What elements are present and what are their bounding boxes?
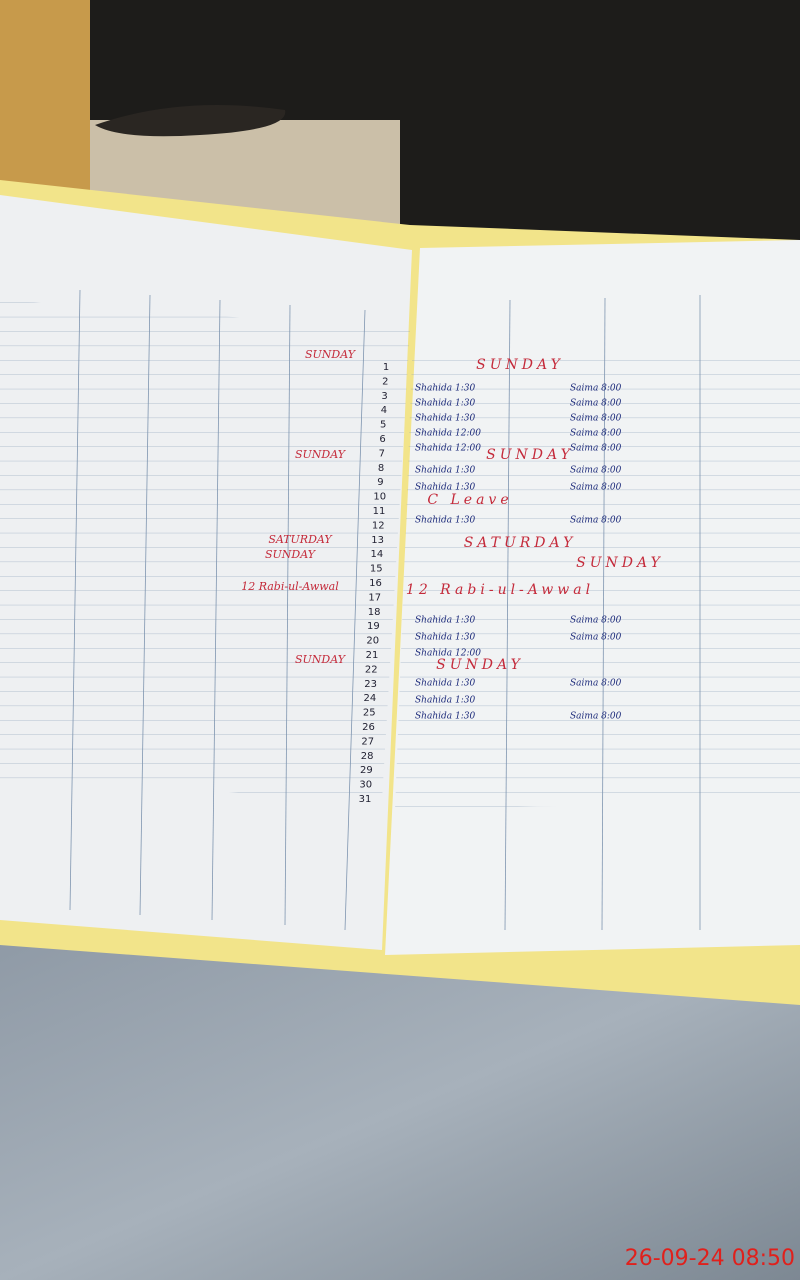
row-number: 25 <box>363 708 376 719</box>
row-number: 20 <box>366 636 379 647</box>
holiday-note: SUNDAY <box>436 657 524 673</box>
attendance-entry: Saima 8:00 <box>570 384 622 394</box>
attendance-entry: Shahida 1:30 <box>415 516 475 526</box>
row-number: 10 <box>373 492 386 503</box>
attendance-entry: Shahida 12:00 <box>415 429 481 439</box>
attendance-entry: Shahida 1:30 <box>415 679 475 689</box>
attendance-entry: Saima 8:00 <box>570 712 622 722</box>
row-number: 27 <box>361 736 374 747</box>
attendance-entry: Saima 8:00 <box>570 516 622 526</box>
holiday-note: SUNDAY <box>295 653 347 666</box>
attendance-entry: Saima 8:00 <box>570 483 622 493</box>
attendance-entry: Shahida 1:30 <box>415 633 475 643</box>
row-number: 3 <box>381 391 387 402</box>
attendance-entry: Shahida 1:30 <box>415 466 475 476</box>
timestamp: 26-09-24 08:50 <box>625 1246 795 1271</box>
attendance-entry: Shahida 1:30 <box>415 384 475 394</box>
row-number: 18 <box>368 607 381 618</box>
attendance-entry: Shahida 1:30 <box>415 483 475 493</box>
attendance-entry: Saima 8:00 <box>570 466 622 476</box>
sandal <box>95 105 286 137</box>
row-number: 29 <box>360 765 373 776</box>
holiday-note: SUNDAY <box>476 357 564 373</box>
row-number: 1 <box>383 362 389 373</box>
attendance-entry: Saima 8:00 <box>570 429 622 439</box>
row-number: 21 <box>366 650 379 661</box>
holiday-note: SUNDAY <box>486 447 574 463</box>
holiday-note: SATURDAY <box>268 533 333 546</box>
holiday-note: SUNDAY <box>295 448 347 461</box>
row-number: 9 <box>377 477 383 488</box>
attendance-entry: Shahida 1:30 <box>415 399 475 409</box>
row-number: 5 <box>380 420 386 431</box>
attendance-entry: Saima 8:00 <box>570 414 622 424</box>
row-number: 6 <box>379 434 385 445</box>
attendance-entry: Saima 8:00 <box>570 399 622 409</box>
attendance-entry: Saima 8:00 <box>570 616 622 626</box>
attendance-entry: Shahida 12:00 <box>415 649 481 659</box>
attendance-entry: Saima 8:00 <box>570 633 622 643</box>
row-number: 24 <box>364 693 377 704</box>
holiday-note: C Leave <box>427 492 512 508</box>
holiday-note: SUNDAY <box>305 348 357 361</box>
row-number: 14 <box>371 549 384 560</box>
row-number: 17 <box>368 592 381 603</box>
attendance-entry: Saima 8:00 <box>570 444 622 454</box>
attendance-entry: Shahida 1:30 <box>415 696 475 706</box>
cloth <box>0 940 800 1280</box>
right-grid <box>395 355 800 810</box>
row-number: 12 <box>372 520 385 531</box>
row-number: 30 <box>359 780 372 791</box>
row-number: 19 <box>367 621 380 632</box>
holiday-note: SUNDAY <box>265 548 317 561</box>
row-number: 2 <box>382 376 388 387</box>
attendance-entry: Shahida 1:30 <box>415 712 475 722</box>
row-number: 13 <box>371 535 384 546</box>
row-number: 23 <box>364 679 377 690</box>
row-number: 22 <box>365 664 378 675</box>
attendance-entry: Saima 8:00 <box>570 679 622 689</box>
row-number: 26 <box>362 722 375 733</box>
row-number: 4 <box>381 405 387 416</box>
row-number: 16 <box>369 578 382 589</box>
holiday-note: 12 Rabi-ul-Awwal <box>241 580 339 593</box>
left-columns <box>69 289 366 931</box>
left-grid <box>0 300 410 800</box>
row-number: 31 <box>359 794 372 805</box>
row-number: 8 <box>378 463 384 474</box>
row-number: 15 <box>370 564 383 575</box>
holiday-note: 12 Rabi-ul-Awwal <box>406 582 594 598</box>
row-number: 11 <box>373 506 386 517</box>
row-number: 7 <box>379 448 385 459</box>
cloth-edge <box>0 0 90 200</box>
holiday-note: SUNDAY <box>576 555 664 571</box>
attendance-entry: Shahida 12:00 <box>415 444 481 454</box>
attendance-entry: Shahida 1:30 <box>415 616 475 626</box>
holiday-note: SATURDAY <box>464 535 577 551</box>
attendance-entry: Shahida 1:30 <box>415 414 475 424</box>
right-columns <box>504 295 701 931</box>
row-number: 28 <box>361 751 374 762</box>
